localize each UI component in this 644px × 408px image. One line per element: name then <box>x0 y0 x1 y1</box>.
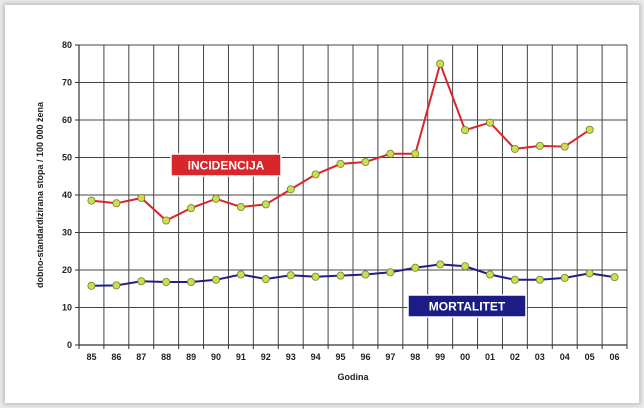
x-tick-label: 00 <box>460 352 470 362</box>
data-point <box>211 194 220 203</box>
data-point <box>386 268 395 277</box>
data-point <box>585 269 594 278</box>
x-tick-label: 94 <box>311 352 321 362</box>
data-point <box>336 159 345 168</box>
x-tick-label: 01 <box>485 352 495 362</box>
series-label-mortalitet: MORTALITET <box>407 294 527 318</box>
y-tick-label: 30 <box>62 228 72 238</box>
x-tick-label: 90 <box>211 352 221 362</box>
data-point <box>261 200 270 209</box>
y-tick-label: 10 <box>62 303 72 313</box>
data-point <box>411 263 420 272</box>
data-point <box>286 185 295 194</box>
y-tick-label: 0 <box>67 340 72 350</box>
data-point <box>510 144 519 153</box>
y-tick-label: 70 <box>62 78 72 88</box>
x-tick-label: 05 <box>585 352 595 362</box>
axes <box>75 44 628 349</box>
data-point <box>236 202 245 211</box>
data-point <box>311 170 320 179</box>
series-label-incidencija: INCIDENCIJA <box>170 153 282 177</box>
data-point <box>560 142 569 151</box>
x-tick-label: 89 <box>186 352 196 362</box>
x-tick-label: 06 <box>610 352 620 362</box>
data-point <box>610 273 619 282</box>
x-tick-label: 91 <box>236 352 246 362</box>
series-group <box>87 59 619 290</box>
data-point <box>261 274 270 283</box>
data-point <box>461 262 470 271</box>
data-point <box>361 270 370 279</box>
x-tick-label: 98 <box>410 352 420 362</box>
data-point <box>436 59 445 68</box>
data-point <box>211 275 220 284</box>
data-point <box>510 275 519 284</box>
data-point <box>187 277 196 286</box>
y-tick-label: 80 <box>62 40 72 50</box>
x-tick-label: 03 <box>535 352 545 362</box>
data-point <box>187 204 196 213</box>
x-tick-label: 86 <box>111 352 121 362</box>
x-tick-label: 95 <box>336 352 346 362</box>
x-tick-label: 92 <box>261 352 271 362</box>
data-point <box>436 260 445 269</box>
x-tick-label: 87 <box>136 352 146 362</box>
series-labels: INCIDENCIJA MORTALITET <box>170 153 527 318</box>
y-tick-label: 20 <box>62 265 72 275</box>
data-point <box>535 141 544 150</box>
data-point <box>485 270 494 279</box>
x-tick-label: 96 <box>360 352 370 362</box>
x-tick-label: 04 <box>560 352 570 362</box>
data-point <box>112 199 121 208</box>
x-tick-label: 85 <box>86 352 96 362</box>
series-label-box <box>170 153 282 177</box>
data-point <box>336 271 345 280</box>
series-label-text: MORTALITET <box>429 300 506 314</box>
chart-frame: 0 10 20 30 40 50 60 70 80 85 86 87 88 89 90 91 92 93 94 95 9… <box>4 4 640 404</box>
data-point <box>286 271 295 280</box>
series-line-mortalitet <box>91 263 615 287</box>
data-point <box>361 157 370 166</box>
series-line-incidencija <box>91 60 591 222</box>
data-point <box>236 270 245 279</box>
grid <box>78 44 628 345</box>
x-tick-label: 99 <box>435 352 445 362</box>
y-tick-label: 60 <box>62 115 72 125</box>
data-point <box>560 273 569 282</box>
data-point <box>87 281 96 290</box>
x-tick-label: 88 <box>161 352 171 362</box>
x-tick-label: 97 <box>385 352 395 362</box>
data-point <box>461 126 470 135</box>
data-point <box>137 193 146 202</box>
series-label-text: INCIDENCIJA <box>188 159 265 173</box>
data-point <box>87 196 96 205</box>
data-point <box>411 149 420 158</box>
data-point <box>162 277 171 286</box>
data-point <box>112 281 121 290</box>
x-tick-label: 02 <box>510 352 520 362</box>
data-point <box>585 125 594 134</box>
series-label-box <box>407 294 527 318</box>
data-point <box>535 275 544 284</box>
x-tick-label: 93 <box>286 352 296 362</box>
x-axis-title: Godina <box>338 372 370 382</box>
y-axis-title: dobno-standardizirana stopa / 100 000 že… <box>35 101 45 288</box>
data-point <box>311 272 320 281</box>
data-point <box>137 277 146 286</box>
y-tick-label: 40 <box>62 190 72 200</box>
y-tick-label: 50 <box>62 153 72 163</box>
data-point <box>386 149 395 158</box>
data-point <box>162 216 171 225</box>
data-point <box>485 118 494 127</box>
